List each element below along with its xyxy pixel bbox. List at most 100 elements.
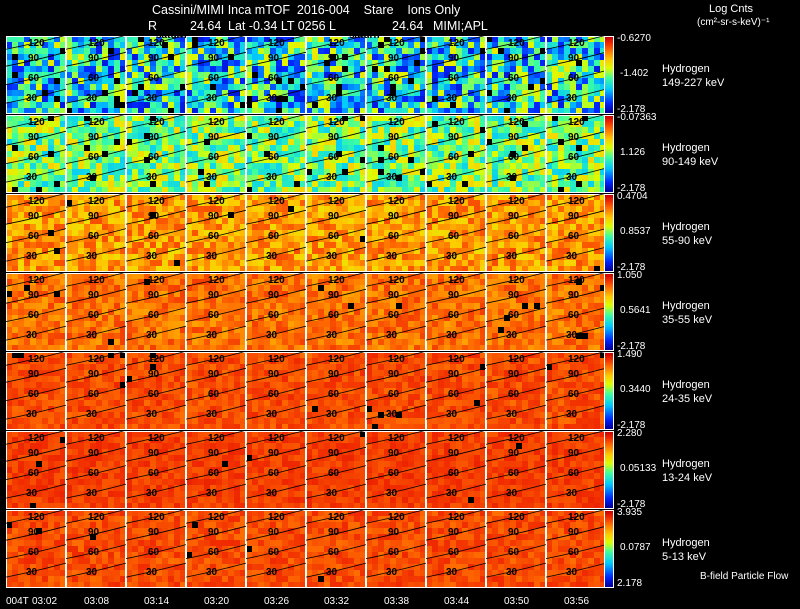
colorbar-segment bbox=[604, 219, 613, 222]
colorbar-segment bbox=[604, 240, 613, 243]
colorbar-segment bbox=[604, 567, 613, 571]
pitch-angle-contour bbox=[245, 167, 307, 183]
colorbar-max-label: 1.490 bbox=[617, 349, 643, 360]
contour-label: 60 bbox=[148, 388, 160, 400]
frame-border bbox=[246, 510, 306, 588]
pitch-angle-contour bbox=[545, 288, 607, 304]
colorbar-max-label: -0.6270 bbox=[617, 33, 651, 44]
contour-label: 30 bbox=[386, 92, 398, 104]
colorbar-segment bbox=[604, 488, 613, 492]
colorbar-segment bbox=[604, 560, 613, 563]
colorbar-segment bbox=[604, 265, 613, 268]
pitch-angle-contour bbox=[365, 446, 427, 462]
contour-label: 30 bbox=[326, 487, 338, 499]
colorbar-max-label: 3.935 bbox=[617, 507, 643, 518]
contour-label: 90 bbox=[208, 526, 220, 538]
species-label: Hydrogen bbox=[662, 141, 710, 154]
colorbar-segment bbox=[604, 338, 613, 341]
contour-label: 60 bbox=[268, 72, 280, 84]
colorbar-segment bbox=[604, 273, 613, 276]
pitch-angle-contour bbox=[65, 525, 127, 541]
contour-label: 30 bbox=[266, 408, 278, 420]
colorbar-segment bbox=[604, 369, 613, 372]
contour-label: 30 bbox=[566, 250, 578, 262]
frame-border bbox=[486, 36, 546, 114]
colorbar-segment bbox=[604, 261, 613, 264]
colorbar-segment bbox=[604, 188, 613, 191]
heatmap-frame bbox=[6, 273, 65, 350]
pitch-angle-contour bbox=[5, 508, 67, 524]
frame-border bbox=[186, 273, 246, 351]
time-tick-label: 03:32 bbox=[324, 596, 350, 607]
heatmap-frame bbox=[246, 194, 305, 271]
contour-label: 90 bbox=[88, 368, 100, 380]
pitch-angle-contour bbox=[5, 149, 67, 165]
colorbar-segment bbox=[604, 569, 613, 573]
pitch-angle-contour bbox=[545, 429, 607, 445]
pitch-angle-contour bbox=[305, 508, 367, 524]
pitch-angle-contour bbox=[425, 386, 487, 402]
contour-label: 120 bbox=[388, 37, 405, 49]
pitch-angle-contour bbox=[245, 288, 307, 304]
pitch-angle-contour bbox=[545, 51, 607, 67]
contour-label: 90 bbox=[568, 131, 580, 143]
pitch-angle-contour bbox=[125, 404, 187, 420]
pitch-angle-contour bbox=[65, 544, 127, 560]
pitch-angle-contour bbox=[305, 307, 367, 323]
colorbar-segment bbox=[604, 95, 613, 99]
pitch-angle-contour bbox=[365, 192, 427, 208]
colorbar-segment bbox=[604, 342, 613, 345]
colorbar-segment bbox=[604, 80, 613, 83]
colorbar-segment bbox=[604, 565, 613, 569]
frame-border bbox=[426, 273, 486, 351]
frame-border bbox=[486, 352, 546, 430]
colorbar-segment bbox=[604, 330, 613, 334]
contour-label: 120 bbox=[268, 274, 285, 286]
contour-label: 60 bbox=[508, 388, 520, 400]
pitch-angle-contour bbox=[365, 88, 427, 104]
contour-label: 30 bbox=[26, 408, 38, 420]
contour-label: 120 bbox=[568, 195, 585, 207]
contour-label: 90 bbox=[328, 210, 340, 222]
pitch-angle-contour bbox=[185, 228, 247, 244]
time-tick-label: 03:20 bbox=[204, 596, 230, 607]
contour-label: 60 bbox=[388, 230, 400, 242]
contour-label: 60 bbox=[388, 388, 400, 400]
pitch-angle-contour bbox=[245, 34, 307, 50]
contour-label: 90 bbox=[28, 368, 40, 380]
pitch-angle-contour bbox=[305, 88, 367, 104]
heatmap-frame bbox=[366, 431, 425, 508]
contour-label: 30 bbox=[266, 171, 278, 183]
frame-border bbox=[6, 273, 66, 351]
contour-label: 60 bbox=[388, 72, 400, 84]
pitch-angle-contour bbox=[125, 465, 187, 481]
colorbar-segment bbox=[604, 245, 613, 249]
pitch-angle-contour bbox=[365, 350, 427, 366]
colorbar-segment bbox=[604, 398, 613, 401]
pitch-angle-contour bbox=[425, 429, 487, 445]
pitch-angle-contour bbox=[305, 386, 367, 402]
contour-label: 90 bbox=[508, 210, 520, 222]
contour-label: 120 bbox=[148, 432, 165, 444]
heatmap-frame bbox=[426, 510, 485, 587]
colorbar-segment bbox=[604, 494, 613, 497]
pitch-angle-contour bbox=[185, 508, 247, 524]
contour-label: 60 bbox=[28, 388, 40, 400]
colorbar-segment bbox=[604, 579, 613, 582]
frame-border bbox=[426, 352, 486, 430]
colorbar-segment bbox=[604, 479, 613, 482]
pitch-angle-contour bbox=[185, 288, 247, 304]
pitch-angle-contour bbox=[305, 113, 367, 129]
contour-label: 90 bbox=[508, 447, 520, 459]
colorbar-segment bbox=[604, 346, 613, 349]
colorbar-segment bbox=[604, 155, 613, 158]
colorbar-segment bbox=[604, 107, 613, 110]
contour-label: 60 bbox=[28, 151, 40, 163]
colorbar-segment bbox=[604, 440, 613, 444]
colorbar-mid-label: -1.402 bbox=[620, 67, 649, 79]
colorbar-segment bbox=[604, 168, 613, 172]
contour-label: 30 bbox=[326, 92, 338, 104]
pitch-angle-contour bbox=[5, 88, 67, 104]
frame-border bbox=[306, 273, 366, 351]
frame-border bbox=[6, 115, 66, 193]
